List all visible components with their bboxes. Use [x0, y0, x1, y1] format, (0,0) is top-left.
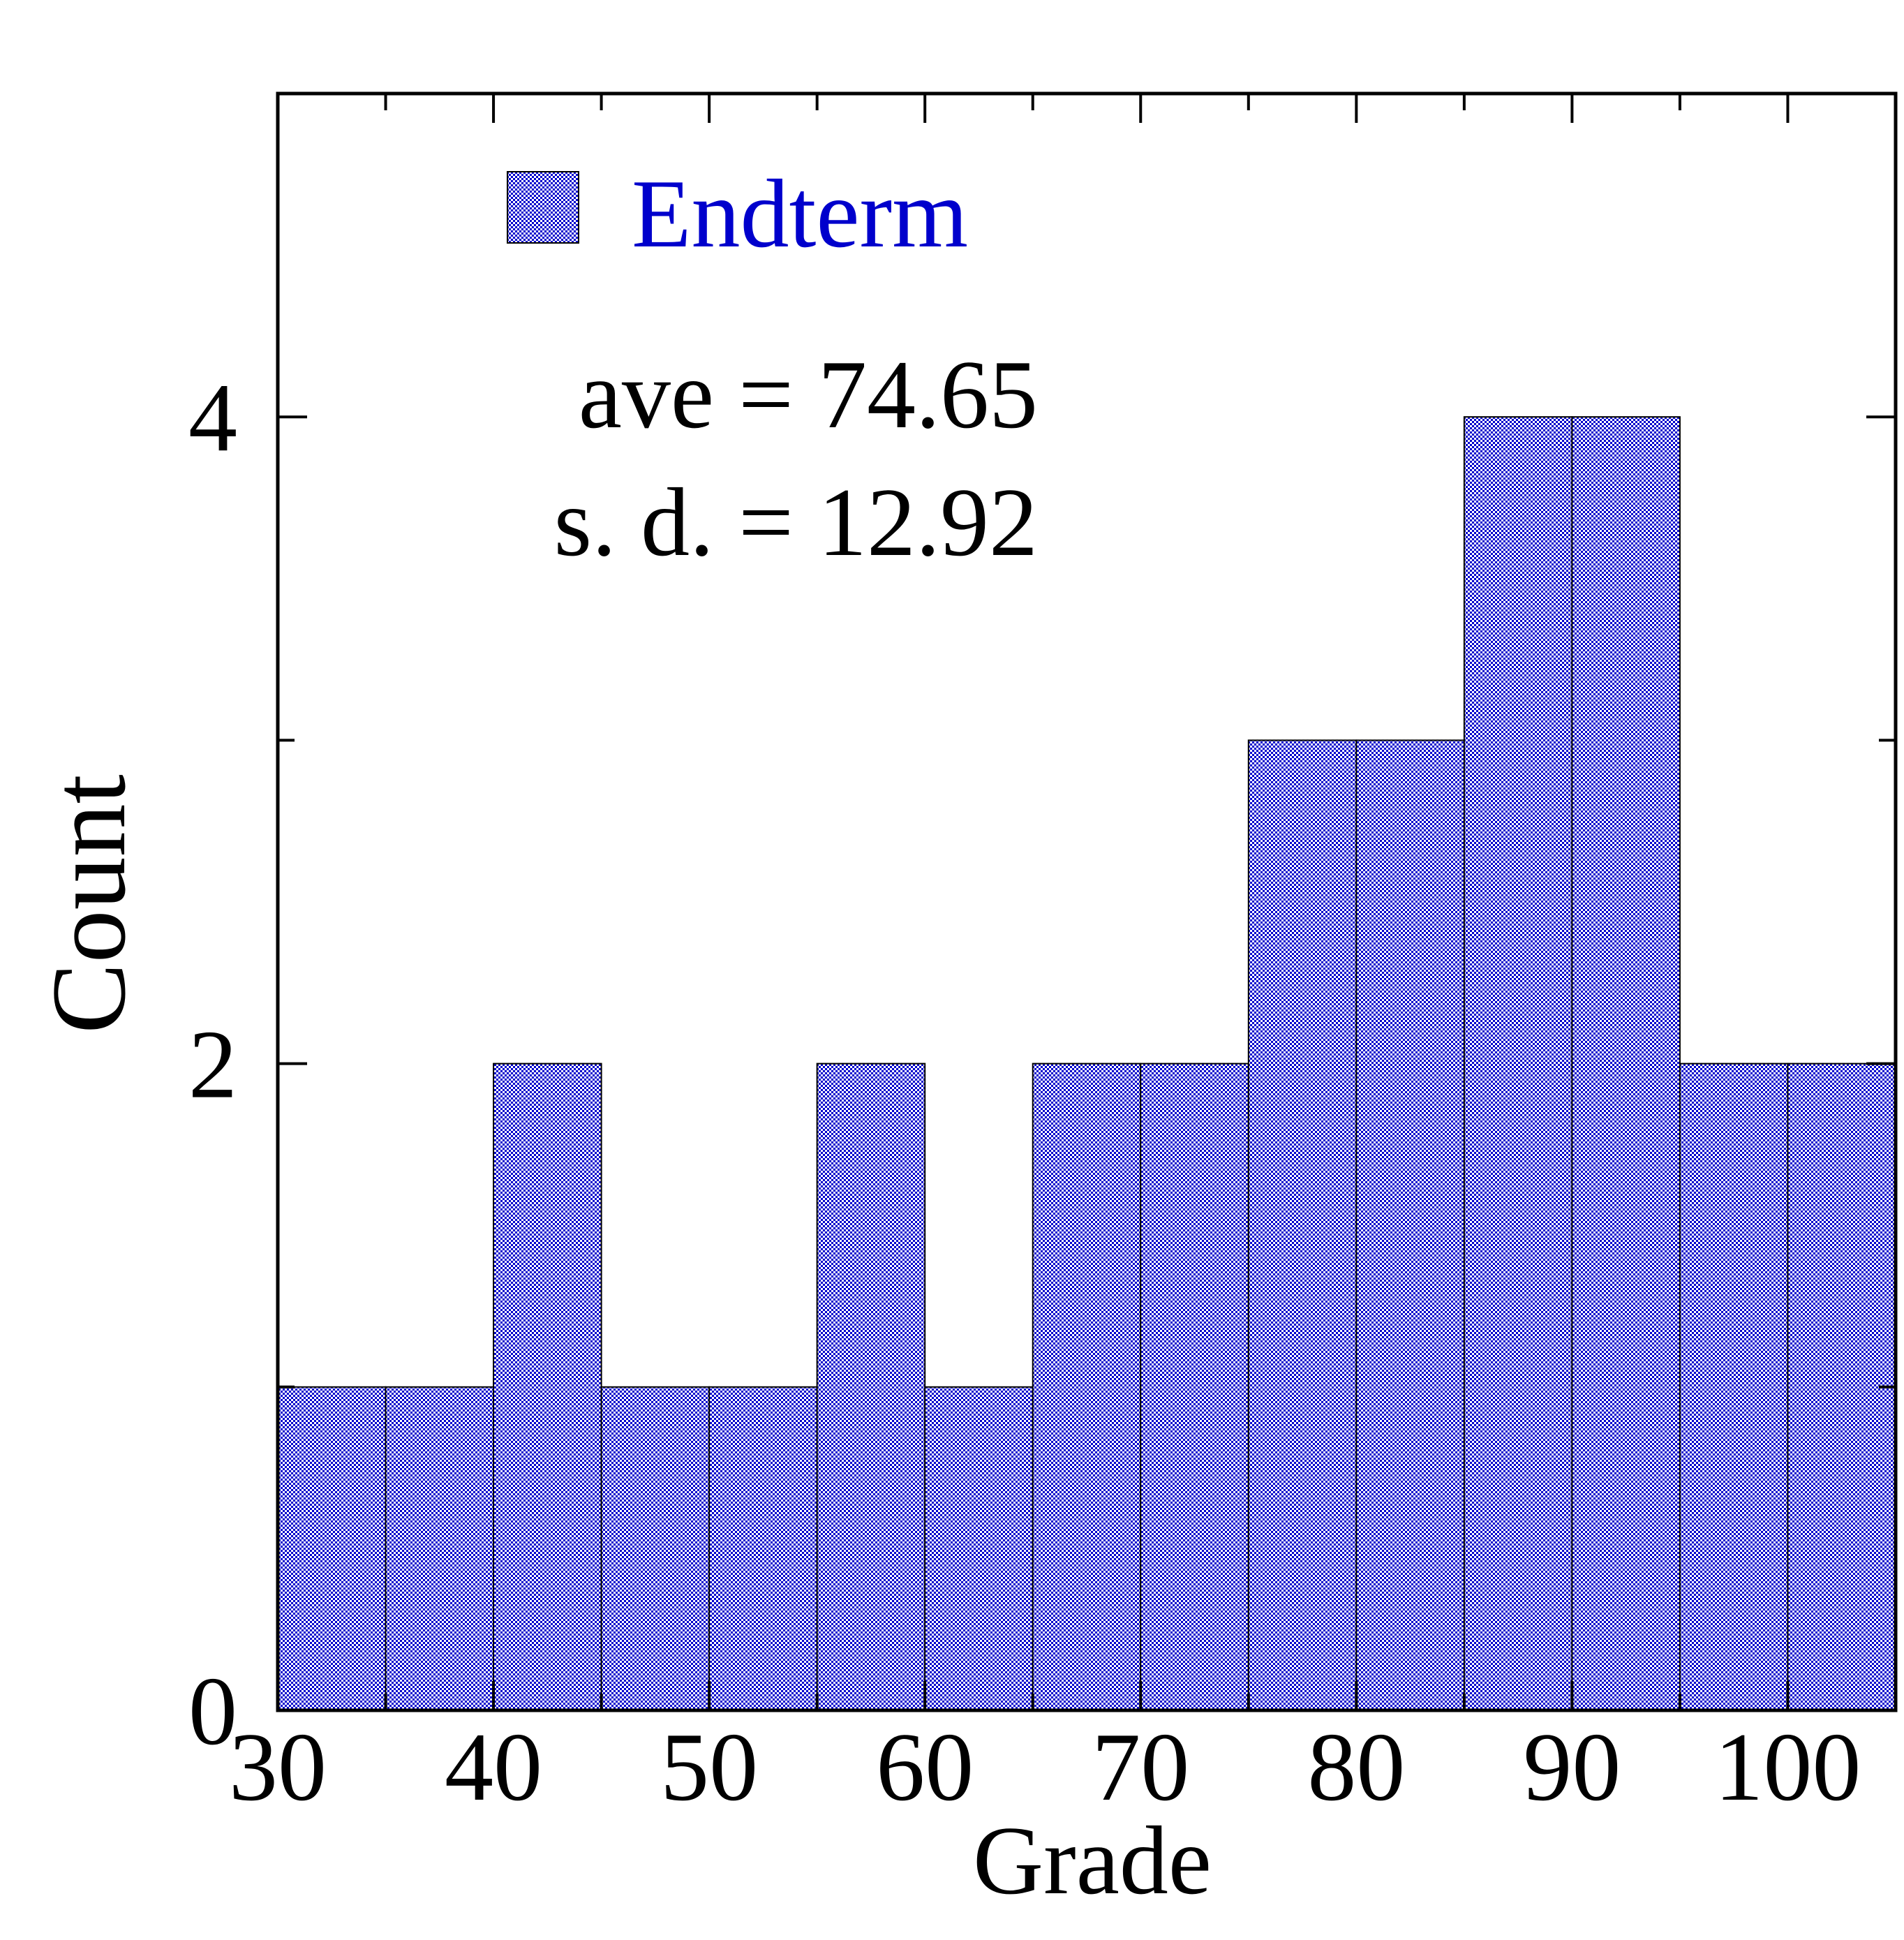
y-tick-label: 2: [188, 1011, 237, 1119]
histogram-bar: [1355, 739, 1465, 1711]
histogram-bar: [1140, 1062, 1249, 1711]
y-tick-label: 0: [188, 1657, 237, 1765]
x-tick-label: 100: [1714, 1713, 1861, 1821]
histogram-bar: [1247, 739, 1358, 1711]
legend-label: Endterm: [632, 160, 968, 268]
x-tick-label: 70: [1092, 1713, 1189, 1821]
histogram-bar: [708, 1386, 818, 1712]
histogram-bar: [1571, 416, 1681, 1712]
x-axis-label: Grade: [973, 1807, 1212, 1915]
histogram-bar: [1679, 1062, 1789, 1711]
histogram-bar: [1463, 416, 1573, 1712]
histogram-bar: [1787, 1062, 1896, 1711]
histogram-bar: [493, 1062, 602, 1711]
x-tick-labels: 30 40 50 60 70 80 90 100: [229, 1713, 1861, 1821]
histogram-bar: [1032, 1062, 1142, 1711]
histogram-bar: [385, 1386, 495, 1712]
y-tick-labels: 0 2 4: [188, 364, 237, 1765]
sd-annotation: s. d. = 12.92: [554, 468, 1038, 577]
histogram-bar: [816, 1062, 926, 1711]
x-tick-label: 80: [1307, 1713, 1405, 1821]
histogram-bar: [277, 1386, 387, 1712]
histogram-bar: [924, 1386, 1034, 1712]
x-tick-label: 90: [1523, 1713, 1621, 1821]
y-tick-label: 4: [188, 364, 237, 472]
legend-swatch: [507, 171, 579, 244]
average-annotation: ave = 74.65: [579, 341, 1038, 449]
x-tick-label: 40: [445, 1713, 542, 1821]
y-axis-label: Count: [30, 774, 147, 1034]
x-tick-label: 50: [660, 1713, 758, 1821]
plot-frame: [276, 91, 1898, 1712]
legend: Endterm: [507, 160, 968, 268]
x-tick-label: 60: [876, 1713, 974, 1821]
histogram-bar: [600, 1386, 711, 1712]
x-tick-label: 30: [229, 1713, 327, 1821]
histogram-bars: [277, 416, 1896, 1712]
